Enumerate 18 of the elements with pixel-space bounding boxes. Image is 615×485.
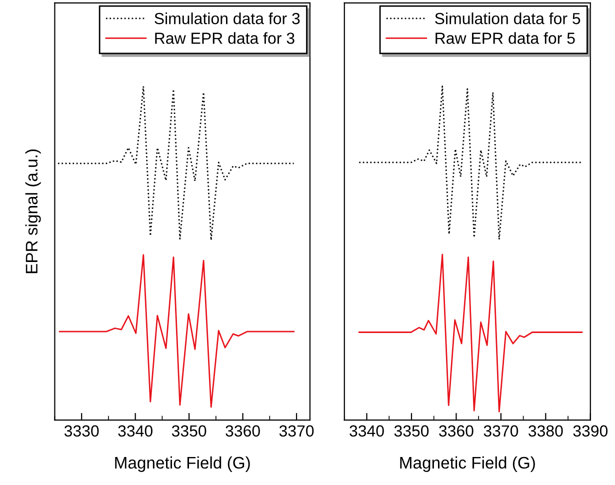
x-tick-label: 3370 bbox=[279, 425, 314, 437]
x-tick-label: 3330 bbox=[64, 425, 99, 437]
x-tick-label: 3350 bbox=[172, 425, 206, 437]
x-tick-label: 3350 bbox=[394, 425, 429, 437]
legend-label: Simulation data for 3 bbox=[154, 12, 300, 24]
x-tick-label: 3390 bbox=[573, 425, 608, 437]
x-tick-label: 3360 bbox=[226, 425, 260, 437]
x-tick-label: 3380 bbox=[528, 425, 563, 437]
legend-label: Raw EPR data for 3 bbox=[155, 32, 294, 44]
x-tick-label: 3370 bbox=[484, 425, 518, 437]
legend-label: Raw EPR data for 5 bbox=[436, 32, 575, 44]
x-axis-title: Magnetic Field (G) bbox=[115, 456, 250, 472]
x-tick-label: 3340 bbox=[350, 425, 384, 437]
x-axis-title: Magnetic Field (G) bbox=[400, 456, 535, 472]
x-tick-label: 3360 bbox=[439, 425, 474, 437]
y-axis-title: EPR signal (a.u.) bbox=[25, 150, 41, 274]
x-tick-label: 3340 bbox=[118, 425, 152, 437]
legend-label: Simulation data for 5 bbox=[435, 12, 580, 24]
